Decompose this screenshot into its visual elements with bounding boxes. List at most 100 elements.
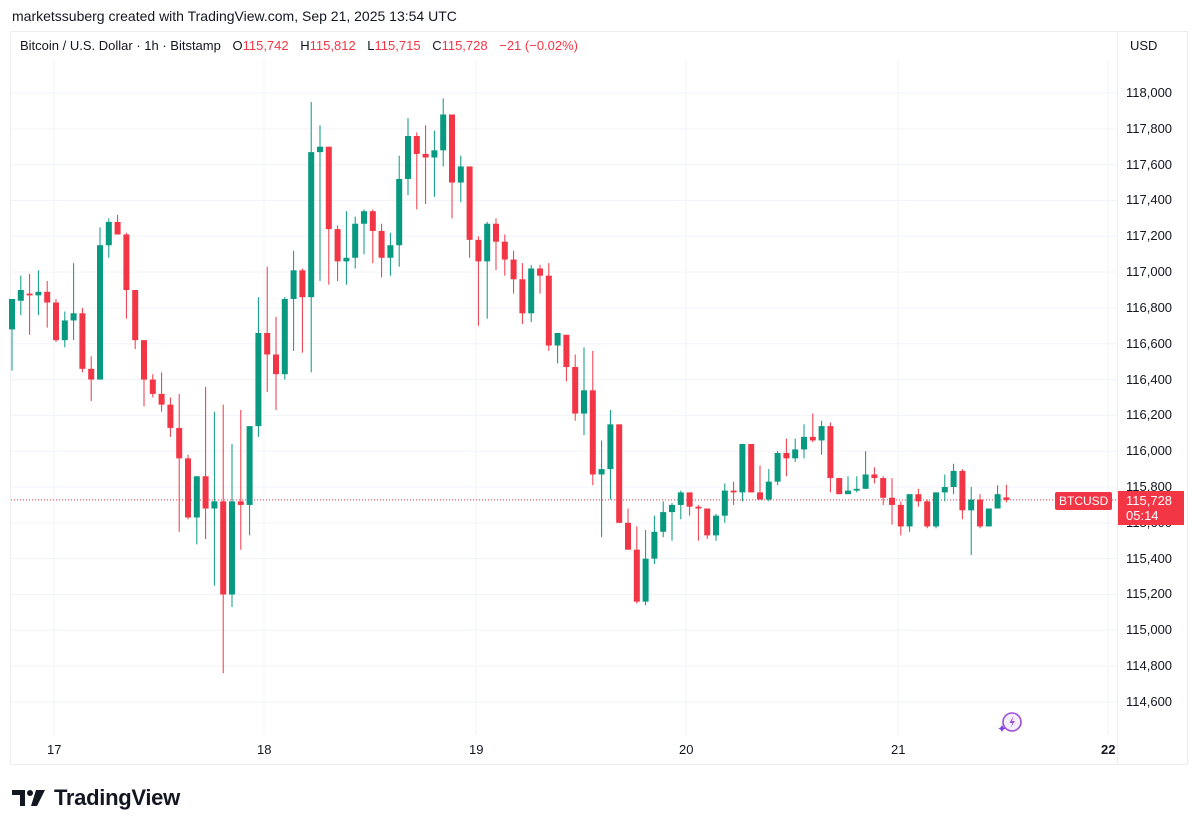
currency-button[interactable]: USD	[1130, 38, 1158, 53]
candle	[167, 397, 174, 437]
candle	[457, 155, 464, 203]
price-tick-label: 114,800	[1126, 658, 1173, 674]
candle	[255, 297, 262, 437]
candle	[933, 492, 939, 529]
price-tick-label: 117,400	[1126, 192, 1173, 208]
candle	[466, 166, 473, 258]
bar-countdown: 05:14	[1126, 508, 1159, 523]
candle	[827, 422, 834, 493]
candle	[589, 350, 596, 486]
candle	[211, 411, 218, 586]
price-tick-label: 117,000	[1126, 264, 1173, 280]
candle	[818, 420, 825, 455]
candle	[396, 155, 403, 267]
candle	[132, 290, 139, 350]
candle	[660, 501, 667, 538]
candle	[915, 488, 922, 507]
candle	[669, 503, 675, 541]
candle	[193, 476, 200, 545]
close-label: C	[432, 38, 442, 53]
candle	[598, 440, 605, 538]
candle	[554, 332, 561, 364]
price-tick-label: 116,800	[1126, 299, 1173, 315]
chart-legend: Bitcoin / U.S. Dollar · 1h · Bitstamp O1…	[20, 38, 578, 53]
candle	[809, 413, 816, 443]
candle	[105, 218, 112, 258]
candle	[158, 372, 165, 412]
lightning-icon[interactable]	[997, 711, 1023, 740]
candle	[149, 374, 156, 398]
candle	[361, 209, 367, 255]
high-label: H	[300, 38, 310, 53]
change-value: −21 (−0.02%)	[499, 38, 579, 53]
candle	[61, 311, 68, 348]
candle	[290, 250, 297, 351]
low-value: 115,715	[374, 38, 421, 53]
candle	[44, 281, 51, 328]
candle	[440, 98, 447, 167]
candle	[176, 393, 183, 532]
candle	[730, 481, 737, 505]
logo-text: TradingView	[54, 785, 180, 810]
candle	[616, 424, 623, 523]
last-price: 115,728	[1126, 493, 1173, 508]
candle	[185, 454, 191, 520]
candle	[862, 451, 869, 489]
time-tick-label: 21	[891, 742, 906, 757]
candle	[757, 465, 763, 500]
candle	[97, 227, 103, 380]
high-value: 115,812	[309, 38, 356, 53]
candle	[774, 451, 781, 486]
candle	[607, 410, 614, 500]
chart-credit: marketssuberg created with TradingView.c…	[12, 8, 457, 24]
price-tick-label: 115,000	[1126, 622, 1173, 638]
candle	[220, 404, 227, 674]
price-tick-label: 114,600	[1126, 693, 1173, 709]
candle	[273, 316, 279, 411]
candle	[959, 469, 966, 520]
candle	[968, 487, 975, 556]
candle	[686, 492, 693, 516]
candle	[994, 485, 1001, 509]
candle	[563, 334, 570, 382]
candle	[26, 273, 33, 335]
chart-frame	[10, 31, 1188, 765]
candle	[475, 236, 482, 326]
candle	[924, 499, 931, 529]
candle	[352, 216, 359, 269]
candle	[299, 268, 306, 353]
candle	[237, 410, 244, 550]
candle	[633, 526, 640, 604]
last-price-tag: 115,728 05:14	[1118, 491, 1184, 525]
open-label: O	[232, 38, 243, 53]
candle	[79, 307, 86, 373]
candle	[853, 476, 860, 493]
open-value: 115,742	[242, 38, 289, 53]
price-tick-label: 116,200	[1126, 407, 1173, 423]
candle	[528, 264, 535, 323]
candle	[871, 467, 878, 484]
close-value: 115,728	[441, 38, 488, 53]
candle	[880, 476, 887, 505]
candle	[510, 250, 517, 294]
candle	[581, 347, 587, 436]
candle	[748, 444, 755, 493]
candle	[713, 513, 719, 541]
candle	[625, 508, 631, 550]
price-tick-label: 116,600	[1126, 335, 1173, 351]
candle	[1003, 484, 1010, 503]
tradingview-logo[interactable]: TradingView	[12, 785, 180, 811]
time-tick-label: 18	[257, 742, 272, 757]
candle	[114, 214, 121, 235]
candle	[405, 118, 411, 196]
candle	[765, 469, 772, 502]
candle	[572, 354, 579, 421]
price-tick-label: 117,800	[1126, 120, 1173, 136]
price-tick-label: 116,000	[1126, 443, 1173, 459]
candle	[378, 223, 385, 278]
candle	[545, 263, 552, 351]
symbol-title: Bitcoin / U.S. Dollar · 1h · Bitstamp	[20, 38, 221, 53]
candle	[739, 444, 746, 502]
candle	[642, 530, 649, 606]
